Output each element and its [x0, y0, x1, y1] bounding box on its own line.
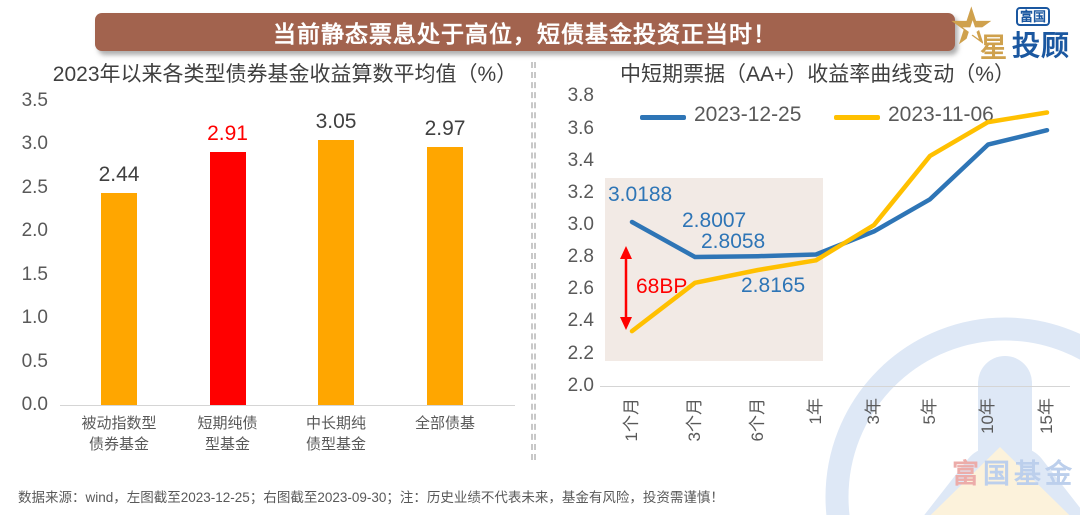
y-tick-label: 2.6 [567, 278, 594, 300]
legend-dash-yellow [834, 115, 880, 120]
annotation-spread-68bp: 68BP [636, 275, 688, 298]
logo-brand-main: 投顾 [1012, 30, 1071, 61]
annotation-6m-blue: 2.8058 [701, 230, 766, 253]
y-tick-label: 3.4 [567, 149, 594, 171]
series-line-2023-11-06 [629, 110, 1050, 334]
y-tick-label: 2.0 [21, 220, 48, 242]
y-tick-label: 0.5 [21, 350, 48, 372]
annotation-1y-blue: 2.8165 [741, 274, 806, 297]
bar-value-label: 2.91 [207, 122, 248, 146]
legend-label-series2: 2023-11-06 [888, 103, 994, 126]
banner: 当前静态票息处于高位，短债基金投资正当时！ [95, 13, 955, 51]
bar-value-label: 3.05 [315, 110, 357, 134]
y-tick-label: 2.5 [21, 176, 48, 198]
watermark-text: 富国基金 [952, 459, 1076, 489]
brand-logo: ★ ★ 星 富国 投顾 [940, 0, 1080, 63]
bar-value-label: 2.97 [424, 117, 466, 141]
y-tick-label: 2.8 [567, 246, 594, 268]
bar-0 [101, 193, 137, 405]
source-note: 数据来源：wind，左图截至2023-12-25；右图截至2023-09-30；… [18, 490, 724, 505]
y-tick-label: 1.5 [21, 263, 48, 285]
bar-category-label: 短期纯债 型基金 [197, 415, 258, 453]
highlight-region [605, 178, 823, 361]
legend-dash-blue [640, 115, 686, 120]
star-inner-icon: ★ [961, 15, 985, 45]
x-axis-line [600, 386, 1070, 387]
legend-label-series1: 2023-12-25 [694, 103, 802, 126]
banner-title: 当前静态票息处于高位，短债基金投资正当时！ [273, 21, 777, 47]
spread-arrow-icon [620, 246, 632, 330]
bar-1 [209, 152, 246, 405]
y-tick-label: 3.2 [567, 181, 594, 203]
star-icon: ★ [948, 0, 995, 56]
series-line-2023-12-25 [629, 127, 1050, 260]
line-chart-legend: 2023-12-25 2023-11-06 [600, 103, 1070, 129]
bar-category-label: 全部债基 [414, 415, 475, 432]
y-tick-label: 0.0 [21, 394, 48, 415]
y-tick-label: 2.2 [567, 342, 594, 364]
y-tick-label: 3.6 [567, 117, 594, 139]
y-tick-label: 2.4 [567, 310, 594, 332]
line-chart-title: 中短期票据（AA+）收益率曲线变动（%） [620, 63, 1015, 86]
annotation-3m-blue: 2.8007 [682, 209, 747, 232]
bar-value-label: 2.44 [98, 163, 140, 187]
y-tick-label: 3.0 [567, 213, 594, 235]
y-tick-label: 3.5 [21, 90, 48, 111]
bar-category-label: 中长期纯 债型基金 [305, 415, 366, 453]
bar-chart-title: 2023年以来各类型债券基金收益算数平均值（%） [52, 63, 518, 86]
logo-brand-small: 富国 [1016, 7, 1051, 26]
y-tick-label: 1.0 [21, 307, 48, 329]
bar-2 [318, 140, 354, 405]
y-tick-label: 3.0 [21, 133, 48, 155]
y-tick-label: 2.0 [567, 374, 594, 396]
y-tick-label: 3.8 [567, 85, 594, 107]
logo-star-char: 星 [980, 33, 1007, 63]
annotation-1m-blue: 3.0188 [608, 183, 673, 206]
bar-3 [427, 147, 463, 405]
x-axis-line [60, 405, 515, 406]
bar-category-label: 被动指数型 债券基金 [81, 415, 157, 453]
chart-divider [531, 62, 536, 460]
